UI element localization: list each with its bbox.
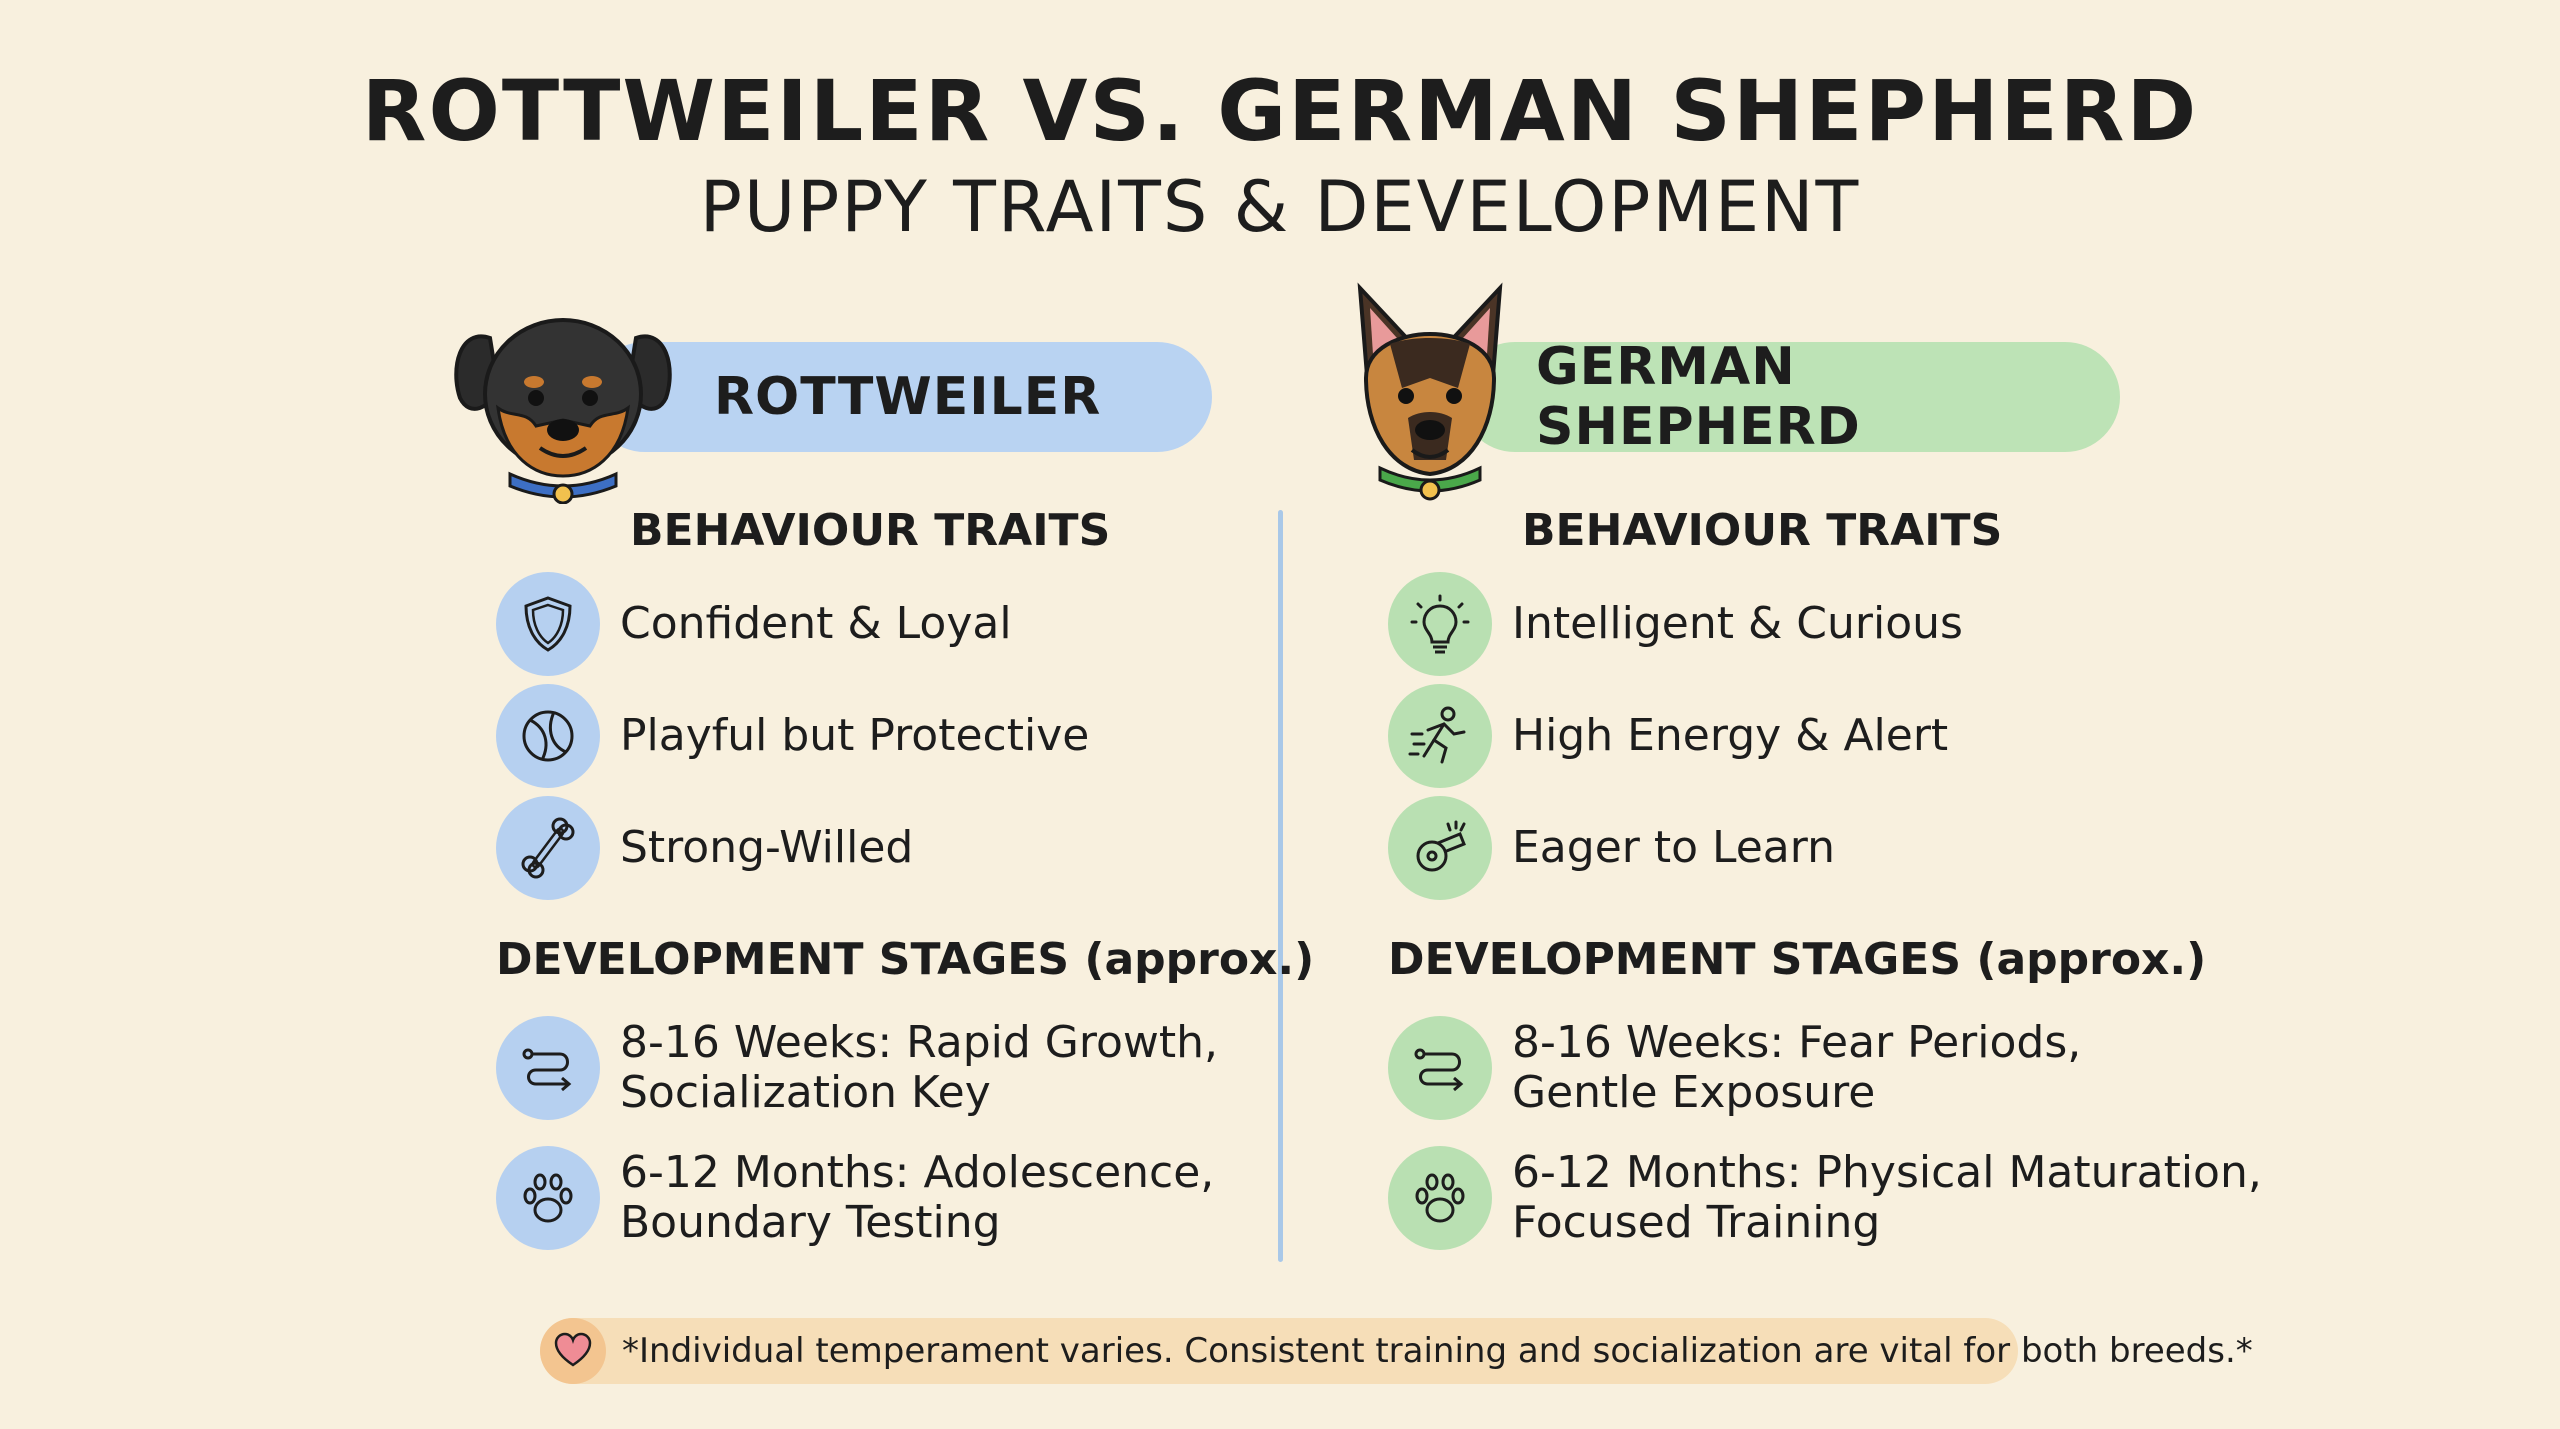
german-shepherd-header-pill: GERMAN SHEPHERD [1460,337,2120,457]
running-icon [1388,684,1492,788]
rottweiler-stage-row: 6-12 Months: Adolescence, Boundary Testi… [496,1146,1214,1250]
german-shepherd-name: GERMAN SHEPHERD [1536,337,1861,457]
ball-icon [496,684,600,788]
lightbulb-icon [1388,572,1492,676]
rottweiler-behaviour-heading: BEHAVIOUR TRAITS [630,505,1111,556]
column-divider [1278,510,1283,1262]
stage-line2: Boundary Testing [620,1197,1001,1248]
german-shepherd-trait-row: High Energy & Alert [1388,684,1948,788]
stage-line2: Socialization Key [620,1067,991,1118]
trait-label: Confident & Loyal [620,598,1012,649]
rottweiler-face-icon [454,318,672,504]
rottweiler-stage-row: 8-16 Weeks: Rapid Growth, Socialization … [496,1016,1218,1120]
stage-line2: Focused Training [1512,1197,1881,1248]
rottweiler-trait-row: Playful but Protective [496,684,1089,788]
shield-icon [496,572,600,676]
trait-label: Intelligent & Curious [1512,598,1963,649]
german-shepherd-stage-row: 8-16 Weeks: Fear Periods, Gentle Exposur… [1388,1016,2081,1120]
trait-label: Eager to Learn [1512,822,1835,873]
rottweiler-trait-row: Confident & Loyal [496,572,1012,676]
path-icon [1388,1016,1492,1120]
stage-line1: 6-12 Months: Physical Maturation, [1512,1147,2262,1198]
german-shepherd-face-icon [1357,282,1503,501]
stage-line1: 6-12 Months: Adolescence, [620,1147,1215,1198]
heart-icon [540,1318,606,1384]
rottweiler-trait-row: Strong-Willed [496,796,913,900]
german-shepherd-development-heading: DEVELOPMENT STAGES (approx.) [1388,934,2207,985]
rottweiler-header-pill: ROTTWEILER [590,342,1212,452]
stage-line1: 8-16 Weeks: Fear Periods, [1512,1017,2082,1068]
rottweiler-name: ROTTWEILER [714,367,1102,427]
german-shepherd-stage-row: 6-12 Months: Physical Maturation, Focuse… [1388,1146,2262,1250]
page-title: ROTTWEILER VS. GERMAN SHEPHERD [361,62,2199,160]
trait-label: High Energy & Alert [1512,710,1949,761]
trait-label: Playful but Protective [620,710,1090,761]
whistle-icon [1388,796,1492,900]
footer-text: *Individual temperament varies. Consiste… [622,1331,2253,1371]
german-shepherd-trait-row: Eager to Learn [1388,796,1835,900]
page-subtitle: PUPPY TRAITS & DEVELOPMENT [699,166,1861,248]
paw-icon [496,1146,600,1250]
footer-note: *Individual temperament varies. Consiste… [540,1318,2253,1384]
stage-line2: Gentle Exposure [1512,1067,1876,1118]
bone-icon [496,796,600,900]
trait-label: Strong-Willed [620,822,914,873]
german-shepherd-trait-row: Intelligent & Curious [1388,572,1963,676]
german-shepherd-behaviour-heading: BEHAVIOUR TRAITS [1522,505,2003,556]
path-icon [496,1016,600,1120]
rottweiler-development-heading: DEVELOPMENT STAGES (approx.) [496,934,1315,985]
stage-line1: 8-16 Weeks: Rapid Growth, [620,1017,1219,1068]
paw-icon [1388,1146,1492,1250]
